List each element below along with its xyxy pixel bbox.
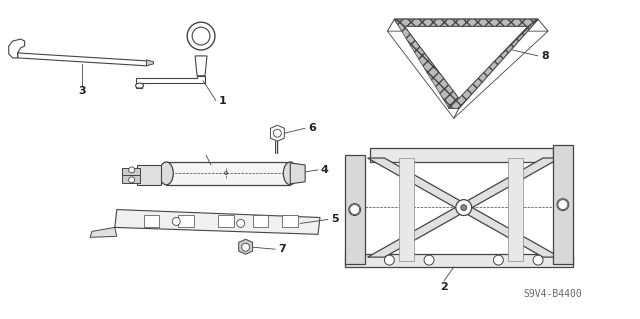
Polygon shape xyxy=(179,214,194,227)
Polygon shape xyxy=(239,239,253,254)
Polygon shape xyxy=(394,19,538,26)
Circle shape xyxy=(461,204,467,211)
Circle shape xyxy=(533,255,543,265)
Polygon shape xyxy=(508,158,524,261)
Polygon shape xyxy=(345,254,573,267)
Polygon shape xyxy=(166,162,291,185)
Polygon shape xyxy=(394,19,538,108)
Text: 3: 3 xyxy=(78,85,86,96)
Polygon shape xyxy=(122,168,140,175)
Text: 5: 5 xyxy=(331,214,339,225)
Circle shape xyxy=(493,255,504,265)
Circle shape xyxy=(456,200,472,216)
Polygon shape xyxy=(143,214,159,227)
Polygon shape xyxy=(136,165,161,185)
Ellipse shape xyxy=(349,204,361,216)
Ellipse shape xyxy=(557,199,569,211)
Text: 8: 8 xyxy=(541,51,549,61)
Circle shape xyxy=(424,255,434,265)
Circle shape xyxy=(129,177,134,183)
Polygon shape xyxy=(218,214,234,227)
Polygon shape xyxy=(394,19,459,108)
Polygon shape xyxy=(291,163,305,184)
Circle shape xyxy=(242,243,250,251)
Ellipse shape xyxy=(136,83,143,88)
Polygon shape xyxy=(122,175,140,183)
Polygon shape xyxy=(90,227,116,237)
Text: S9V4-B4400: S9V4-B4400 xyxy=(524,289,582,299)
Polygon shape xyxy=(449,19,538,108)
Polygon shape xyxy=(394,19,459,108)
Ellipse shape xyxy=(192,27,210,45)
Text: 7: 7 xyxy=(278,244,286,254)
Text: 2: 2 xyxy=(440,282,448,292)
Ellipse shape xyxy=(159,162,173,185)
Polygon shape xyxy=(404,26,528,99)
Text: 6: 6 xyxy=(308,123,316,133)
Circle shape xyxy=(129,167,134,173)
Circle shape xyxy=(385,255,394,265)
Polygon shape xyxy=(399,158,414,261)
Circle shape xyxy=(349,204,360,214)
Polygon shape xyxy=(394,19,538,26)
Polygon shape xyxy=(367,158,560,257)
Circle shape xyxy=(172,218,180,226)
Polygon shape xyxy=(147,60,154,66)
Polygon shape xyxy=(345,155,365,264)
Polygon shape xyxy=(553,145,573,264)
Polygon shape xyxy=(253,214,268,227)
Circle shape xyxy=(558,200,568,210)
Text: 4: 4 xyxy=(321,165,329,175)
Polygon shape xyxy=(282,214,298,227)
Text: o: o xyxy=(224,170,228,176)
Ellipse shape xyxy=(284,162,297,185)
Circle shape xyxy=(237,219,244,227)
Ellipse shape xyxy=(187,22,215,50)
Polygon shape xyxy=(271,125,284,141)
Polygon shape xyxy=(115,210,320,234)
Text: 1: 1 xyxy=(219,95,227,106)
Polygon shape xyxy=(367,158,560,257)
Polygon shape xyxy=(369,148,553,162)
